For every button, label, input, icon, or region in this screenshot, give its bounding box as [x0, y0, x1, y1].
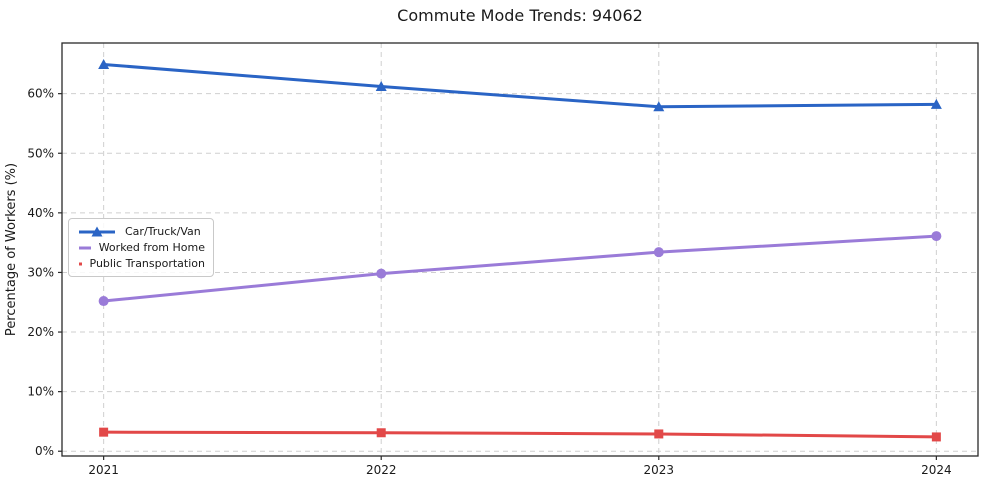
legend-label: Public Transportation	[89, 257, 205, 270]
y-axis-label: Percentage of Workers (%)	[4, 163, 19, 336]
legend-label: Car/Truck/Van	[125, 225, 201, 238]
y-tick-label: 0%	[35, 444, 54, 458]
square-marker-icon	[931, 432, 941, 442]
x-tick-label: 2021	[88, 463, 119, 477]
circle-marker-icon	[653, 247, 664, 258]
x-tick-label: 2023	[644, 463, 675, 477]
x-tick-label: 2022	[366, 463, 397, 477]
square-marker-icon	[376, 428, 386, 438]
legend-square-icon	[79, 262, 82, 265]
y-tick-label: 20%	[27, 325, 54, 339]
chart-title: Commute Mode Trends: 94062	[397, 6, 643, 25]
legend-item-car-truck-van: Car/Truck/Van	[77, 225, 205, 238]
y-tick-label: 40%	[27, 206, 54, 220]
series-line-public-transportation	[102, 430, 938, 439]
legend-triangle-icon	[79, 226, 115, 236]
series-line-worked-from-home	[102, 234, 938, 303]
triangle-marker-icon	[930, 98, 942, 109]
plot-area: 0% 10% 20% 30% 40% 50% 60% 2021 2022 2023 2024	[27, 42, 979, 477]
series-line-car-truck-van	[102, 62, 938, 109]
legend-item-public-transportation: Public Transportation	[77, 257, 205, 270]
y-tick-label: 10%	[27, 385, 54, 399]
square-marker-icon	[654, 429, 664, 439]
chart-legend: Car/Truck/Van Worked from Home Public Tran…	[68, 218, 214, 277]
legend-label: Worked from Home	[98, 241, 205, 254]
circle-marker-icon	[931, 231, 942, 242]
plot-frame	[61, 42, 979, 457]
triangle-marker-icon	[653, 101, 665, 112]
circle-marker-icon	[98, 296, 109, 307]
y-tick-label: 50%	[27, 146, 54, 160]
triangle-marker-icon	[91, 226, 103, 236]
square-marker-icon	[99, 427, 109, 437]
legend-circle-icon	[79, 246, 91, 249]
circle-marker-icon	[376, 268, 387, 279]
y-tick-label: 60%	[27, 87, 54, 101]
y-tick-label: 30%	[27, 265, 54, 279]
triangle-marker-icon	[375, 81, 387, 92]
legend-item-worked-from-home: Worked from Home	[77, 241, 205, 254]
triangle-marker-icon	[98, 58, 110, 69]
x-tick-label: 2024	[921, 463, 952, 477]
